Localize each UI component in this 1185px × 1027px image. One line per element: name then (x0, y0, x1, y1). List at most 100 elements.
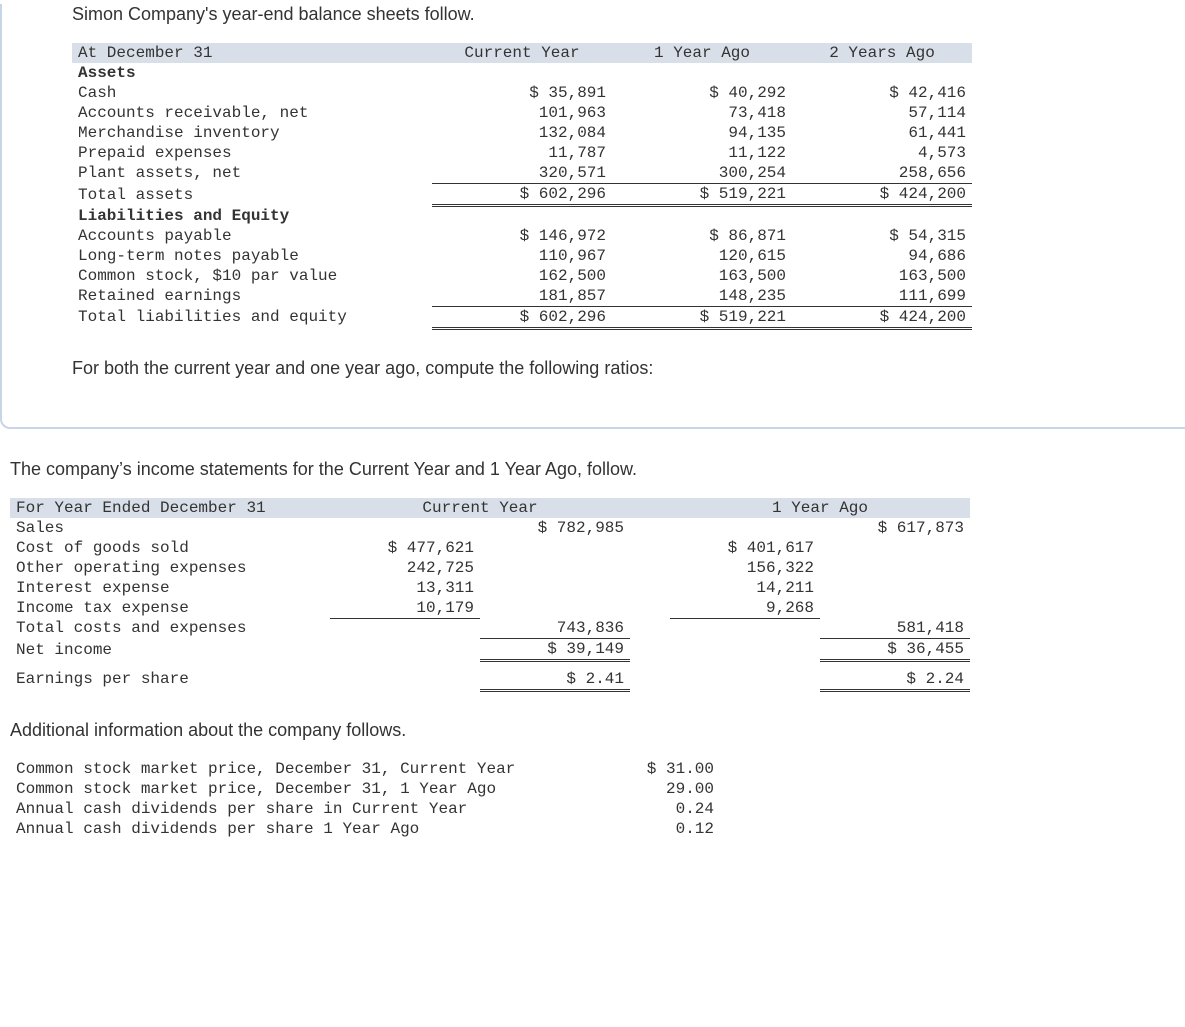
row-val: $ 42,416 (792, 83, 972, 103)
is-hdr-1: Current Year (330, 498, 630, 518)
row-val: 0.24 (570, 799, 720, 819)
additional-info-table: Common stock market price, December 31, … (10, 759, 1185, 839)
row-label: Long-term notes payable (72, 246, 432, 266)
row-label: Common stock market price, December 31, … (10, 759, 570, 779)
row-val: $ 602,296 (432, 306, 612, 328)
row-val: 181,857 (432, 286, 612, 307)
total-liab-row: Total liabilities and equity$ 602,296$ 5… (72, 306, 972, 328)
table-row: Cash$ 35,891$ 40,292$ 42,416 (72, 83, 972, 103)
row-label: Cash (72, 83, 432, 103)
bs-liab-label: Liabilities and Equity (72, 206, 432, 226)
problem-box: Simon Company's year-end balance sheets … (0, 4, 1185, 429)
table-row: Common stock market price, December 31, … (10, 759, 720, 779)
balance-sheet-table: At December 31 Current Year 1 Year Ago 2… (72, 43, 972, 330)
table-row: Accounts receivable, net101,96373,41857,… (72, 103, 972, 123)
table-row: Income tax expense10,179 9,268 (10, 598, 970, 619)
bs-hdr-2: 1 Year Ago (612, 43, 792, 63)
bs-header-row: At December 31 Current Year 1 Year Ago 2… (72, 43, 972, 63)
bs-hdr-1: Current Year (432, 43, 612, 63)
bs-assets-label: Assets (72, 63, 432, 83)
addl-intro-text: Additional information about the company… (10, 720, 1185, 741)
net-income-row: Net income $ 39,149 $ 36,455 (10, 639, 970, 661)
row-val: 94,135 (612, 123, 792, 143)
row-val: 73,418 (612, 103, 792, 123)
row-val: 148,235 (612, 286, 792, 307)
table-row: Prepaid expenses11,78711,1224,573 (72, 143, 972, 163)
table-row: Interest expense13,31114,211 (10, 578, 970, 598)
row-val: $ 31.00 (570, 759, 720, 779)
row-val: $ 782,985 (480, 518, 630, 538)
row-label: Annual cash dividends per share 1 Year A… (10, 819, 570, 839)
table-row: Accounts payable$ 146,972$ 86,871$ 54,31… (72, 226, 972, 246)
row-val: 9,268 (670, 598, 820, 619)
table-row: Annual cash dividends per share 1 Year A… (10, 819, 720, 839)
row-label: Interest expense (10, 578, 330, 598)
row-val: 10,179 (330, 598, 480, 619)
row-val: 162,500 (432, 266, 612, 286)
table-row: Common stock market price, December 31, … (10, 779, 720, 799)
row-val: $ 2.24 (820, 661, 970, 691)
row-val: $ 2.41 (480, 661, 630, 691)
row-val: $ 424,200 (792, 306, 972, 328)
table-row: Cost of goods sold$ 477,621$ 401,617 (10, 538, 970, 558)
income-statement-table: For Year Ended December 31 Current Year … (10, 498, 970, 693)
row-label: Net income (10, 639, 330, 661)
row-val: 57,114 (792, 103, 972, 123)
total-exp-row: Total costs and expenses743,836581,418 (10, 618, 970, 639)
bs-hdr-0: At December 31 (72, 43, 432, 63)
is-hdr-0: For Year Ended December 31 (10, 498, 330, 518)
row-label: Accounts receivable, net (72, 103, 432, 123)
row-val: 13,311 (330, 578, 480, 598)
row-val: 0.12 (570, 819, 720, 839)
row-val: $ 146,972 (432, 226, 612, 246)
row-label: Income tax expense (10, 598, 330, 619)
row-label: Earnings per share (10, 661, 330, 691)
row-val: $ 35,891 (432, 83, 612, 103)
row-label: Common stock market price, December 31, … (10, 779, 570, 799)
table-row: Annual cash dividends per share in Curre… (10, 799, 720, 819)
row-val: 111,699 (792, 286, 972, 307)
row-label: Cost of goods sold (10, 538, 330, 558)
is-header-row: For Year Ended December 31 Current Year … (10, 498, 970, 518)
table-row: Common stock, $10 par value162,500163,50… (72, 266, 972, 286)
table-row: Long-term notes payable110,967120,61594,… (72, 246, 972, 266)
row-val: $ 36,455 (820, 639, 970, 661)
row-val: 101,963 (432, 103, 612, 123)
row-val: 581,418 (820, 618, 970, 639)
row-val: 4,573 (792, 143, 972, 163)
row-label: Plant assets, net (72, 163, 432, 184)
row-label: Annual cash dividends per share in Curre… (10, 799, 570, 819)
row-val: $ 401,617 (670, 538, 820, 558)
row-val: $ 40,292 (612, 83, 792, 103)
row-val: 258,656 (792, 163, 972, 184)
table-row: Retained earnings181,857148,235111,699 (72, 286, 972, 307)
row-val: 11,122 (612, 143, 792, 163)
bs-liab-heading: Liabilities and Equity (72, 206, 972, 226)
row-val: $ 424,200 (792, 184, 972, 206)
bs-follow-text: For both the current year and one year a… (72, 358, 1185, 379)
row-val: 94,686 (792, 246, 972, 266)
row-val: $ 617,873 (820, 518, 970, 538)
row-val: 320,571 (432, 163, 612, 184)
row-val: $ 602,296 (432, 184, 612, 206)
row-val: $ 54,315 (792, 226, 972, 246)
row-val: $ 39,149 (480, 639, 630, 661)
row-label: Sales (10, 518, 330, 538)
row-label: Total assets (72, 184, 432, 206)
row-val: 163,500 (792, 266, 972, 286)
row-label: Total costs and expenses (10, 618, 330, 639)
row-val: 110,967 (432, 246, 612, 266)
row-label: Merchandise inventory (72, 123, 432, 143)
bs-assets-heading: Assets (72, 63, 972, 83)
row-val: $ 86,871 (612, 226, 792, 246)
row-val: 156,322 (670, 558, 820, 578)
row-label: Other operating expenses (10, 558, 330, 578)
row-label: Retained earnings (72, 286, 432, 307)
is-intro-text: The company’s income statements for the … (10, 459, 1185, 480)
row-val: $ 519,221 (612, 306, 792, 328)
bs-hdr-3: 2 Years Ago (792, 43, 972, 63)
total-assets-row: Total assets$ 602,296$ 519,221$ 424,200 (72, 184, 972, 206)
row-label: Accounts payable (72, 226, 432, 246)
row-label: Total liabilities and equity (72, 306, 432, 328)
table-row: Plant assets, net320,571300,254258,656 (72, 163, 972, 184)
